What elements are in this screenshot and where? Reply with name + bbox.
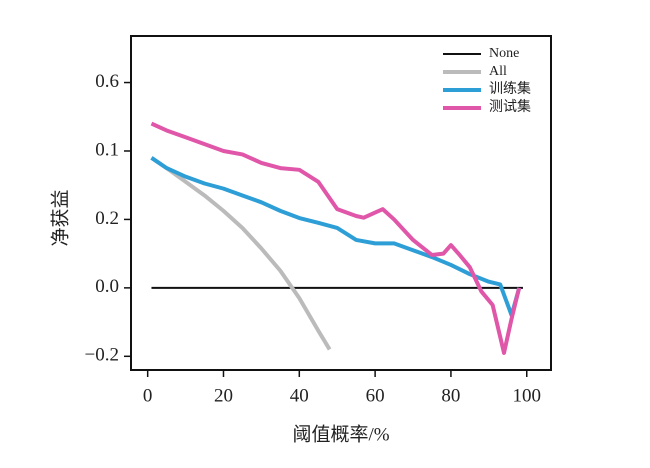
- x-tick-label: 100: [512, 385, 541, 406]
- series-line: [150, 121, 522, 355]
- x-tick-label: 80: [441, 385, 460, 406]
- plot-frame: [130, 35, 552, 371]
- x-tick-label: 0: [143, 385, 153, 406]
- x-tick-label: 60: [366, 385, 385, 406]
- x-tick-label: 20: [214, 385, 233, 406]
- y-tick-label: 0.1: [95, 139, 119, 160]
- legend-label: All: [489, 64, 507, 79]
- y-tick-label: −0.2: [85, 345, 119, 366]
- series-line: [150, 156, 332, 351]
- series-line: [150, 156, 522, 318]
- legend-label: 训练集: [489, 80, 531, 97]
- y-axis-title: 净获益: [49, 189, 71, 246]
- x-axis-title: 阈值概率/%: [292, 423, 389, 445]
- y-tick-label: 0.2: [95, 208, 119, 229]
- x-tick-label: 40: [290, 385, 309, 406]
- y-tick-label: 0.0: [95, 276, 119, 297]
- legend-label: 测试集: [489, 98, 531, 115]
- y-tick-label: 0.6: [95, 71, 119, 92]
- legend-label: None: [489, 46, 519, 61]
